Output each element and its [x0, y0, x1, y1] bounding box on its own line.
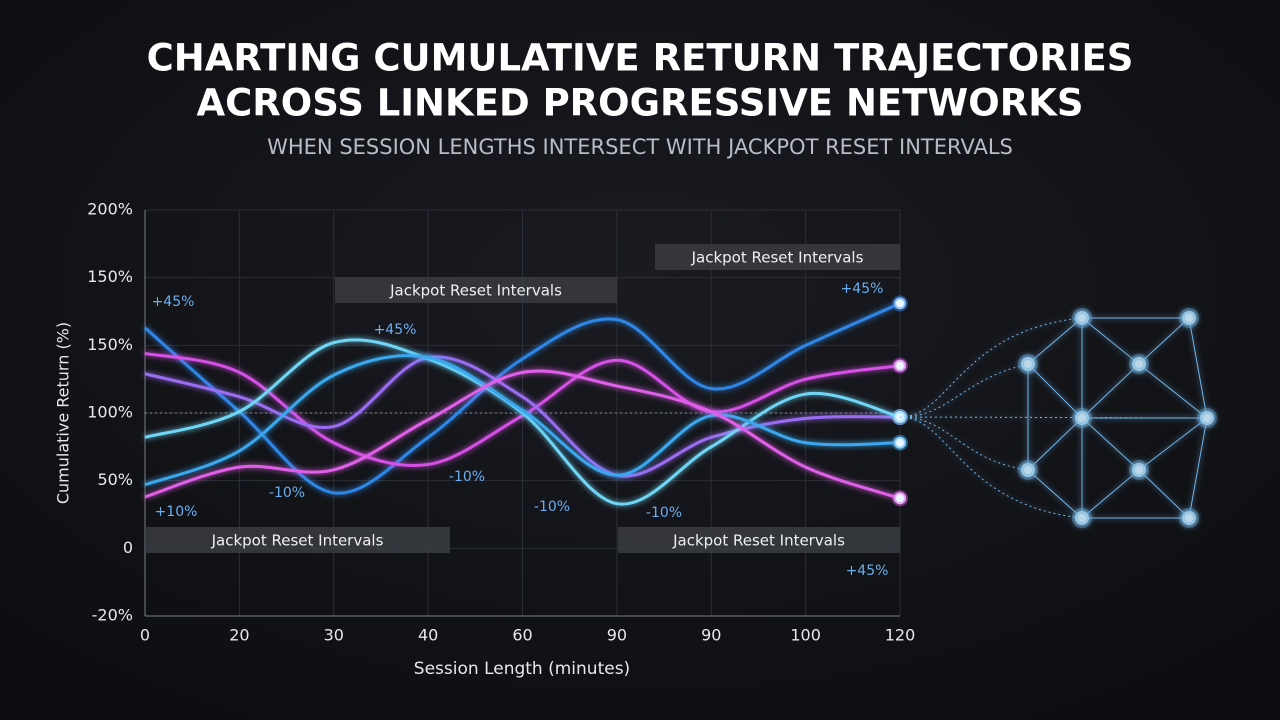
annotation: Jackpot Reset Intervals — [211, 532, 384, 550]
x-tick-label: 0 — [140, 626, 150, 645]
chart-title: ACROSS LINKED PROGRESSIVE NETWORKS — [196, 82, 1083, 125]
x-tick-label: 90 — [607, 626, 627, 645]
y-tick-label: 0 — [123, 538, 133, 557]
x-tick-label: 100 — [790, 626, 821, 645]
y-tick-label: 100% — [87, 403, 133, 422]
end-point — [892, 357, 908, 374]
y-tick-label: 200% — [87, 200, 133, 219]
annotation: +45% — [841, 281, 884, 297]
annotation-box — [655, 244, 900, 270]
end-point — [892, 434, 908, 451]
annotation-box — [145, 527, 450, 553]
network-graphic — [899, 308, 1217, 528]
chart-subtitle: WHEN SESSION LENGTHS INTERSECT WITH JACK… — [267, 135, 1013, 159]
annotation-box — [618, 527, 900, 553]
annotation: Jackpot Reset Intervals — [672, 532, 845, 550]
annotation: -10% — [449, 469, 485, 485]
x-tick-label: 30 — [324, 626, 344, 645]
series-line — [144, 338, 901, 506]
x-tick-label: 60 — [512, 626, 532, 645]
y-tick-label: -20% — [92, 606, 133, 625]
series-line — [144, 302, 901, 495]
annotation: +10% — [155, 504, 198, 520]
x-tick-label: 90 — [701, 626, 721, 645]
series-line — [144, 354, 901, 487]
end-point — [892, 490, 908, 507]
series-line — [144, 351, 901, 467]
annotation: -10% — [269, 485, 305, 501]
x-tick-label: 20 — [229, 626, 249, 645]
end-point — [892, 295, 908, 312]
y-tick-label: 150% — [87, 267, 133, 286]
x-tick-label: 120 — [885, 626, 916, 645]
annotation: +45% — [846, 563, 889, 579]
y-tick-label: 50% — [97, 470, 133, 489]
chart-title: CHARTING CUMULATIVE RETURN TRAJECTORIES — [147, 37, 1134, 80]
annotation: +45% — [152, 294, 195, 310]
x-axis-label: Session Length (minutes) — [414, 659, 630, 679]
y-axis-label: Cumulative Return (%) — [54, 322, 73, 504]
annotation: Jackpot Reset Intervals — [691, 249, 864, 267]
annotation: -10% — [534, 499, 570, 515]
annotation: +45% — [374, 322, 417, 338]
x-tick-label: 40 — [418, 626, 438, 645]
annotation: Jackpot Reset Intervals — [389, 282, 562, 300]
annotation: -10% — [646, 505, 682, 521]
series-line — [144, 355, 901, 478]
y-tick-label: 150% — [87, 335, 133, 354]
annotation-box — [335, 277, 617, 303]
series-line — [144, 369, 901, 500]
